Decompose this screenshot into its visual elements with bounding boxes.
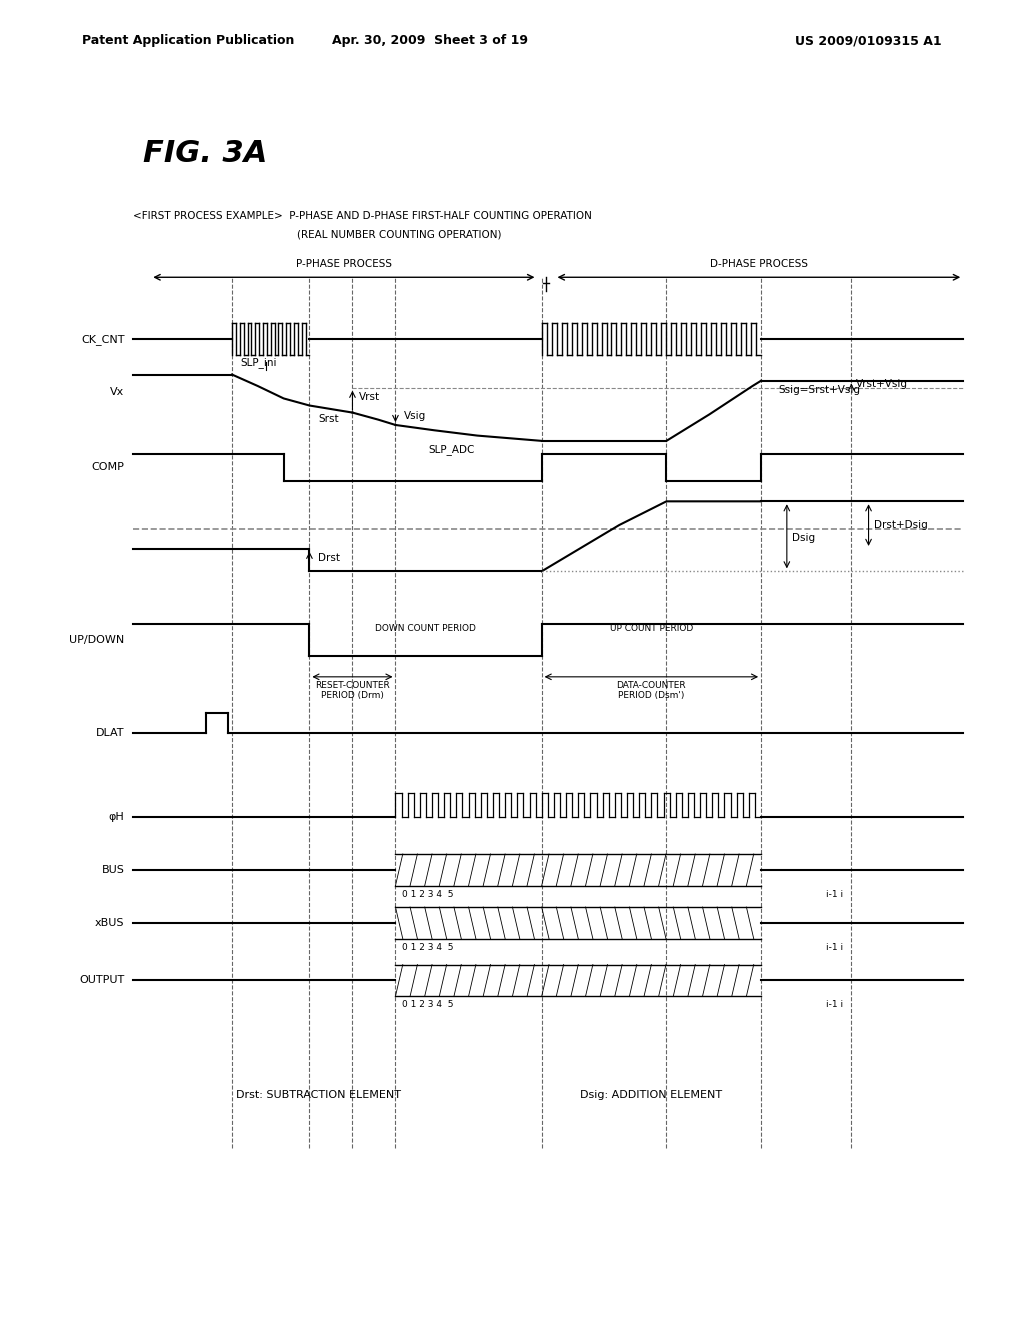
Text: Ssig=Srst+Vsig: Ssig=Srst+Vsig bbox=[778, 385, 860, 395]
Text: i-1 i: i-1 i bbox=[825, 1001, 843, 1010]
Text: OUTPUT: OUTPUT bbox=[79, 975, 125, 985]
Text: DOWN COUNT PERIOD: DOWN COUNT PERIOD bbox=[375, 624, 476, 634]
Text: US 2009/0109315 A1: US 2009/0109315 A1 bbox=[796, 34, 942, 48]
Text: Vx: Vx bbox=[111, 387, 125, 397]
Text: i-1 i: i-1 i bbox=[825, 890, 843, 899]
Text: Dsig: Dsig bbox=[792, 533, 815, 544]
Text: φH: φH bbox=[109, 812, 125, 822]
Text: DATA-COUNTER
PERIOD (Dsm'): DATA-COUNTER PERIOD (Dsm') bbox=[616, 681, 686, 700]
Text: Drst: Drst bbox=[318, 553, 340, 564]
Text: BUS: BUS bbox=[101, 865, 125, 875]
Text: RESET-COUNTER
PERIOD (Drm): RESET-COUNTER PERIOD (Drm) bbox=[315, 681, 390, 700]
Text: Drst+Dsig: Drst+Dsig bbox=[873, 520, 928, 531]
Text: 0 1 2 3 4  5: 0 1 2 3 4 5 bbox=[402, 890, 454, 899]
Text: FIG. 3A: FIG. 3A bbox=[143, 139, 267, 168]
Text: SLP_ini: SLP_ini bbox=[241, 356, 278, 368]
Text: Vsig: Vsig bbox=[404, 411, 426, 421]
Text: UP COUNT PERIOD: UP COUNT PERIOD bbox=[609, 624, 693, 634]
Text: Vrst: Vrst bbox=[358, 392, 380, 401]
Text: COMP: COMP bbox=[91, 462, 125, 473]
Text: P-PHASE PROCESS: P-PHASE PROCESS bbox=[296, 259, 392, 269]
Text: SLP_ADC: SLP_ADC bbox=[428, 445, 474, 455]
Text: 0 1 2 3 4  5: 0 1 2 3 4 5 bbox=[402, 1001, 454, 1010]
Text: i-1 i: i-1 i bbox=[825, 942, 843, 952]
Text: xBUS: xBUS bbox=[95, 917, 125, 928]
Text: Vrst+Vsig: Vrst+Vsig bbox=[856, 379, 907, 389]
Text: Drst: SUBTRACTION ELEMENT: Drst: SUBTRACTION ELEMENT bbox=[237, 1090, 401, 1101]
Text: 0 1 2 3 4  5: 0 1 2 3 4 5 bbox=[402, 942, 454, 952]
Text: D-PHASE PROCESS: D-PHASE PROCESS bbox=[710, 259, 808, 269]
Text: CK_CNT: CK_CNT bbox=[81, 334, 125, 345]
Text: (REAL NUMBER COUNTING OPERATION): (REAL NUMBER COUNTING OPERATION) bbox=[297, 230, 502, 240]
Text: DLAT: DLAT bbox=[96, 727, 125, 738]
Text: Srst: Srst bbox=[318, 414, 339, 424]
Text: Apr. 30, 2009  Sheet 3 of 19: Apr. 30, 2009 Sheet 3 of 19 bbox=[332, 34, 528, 48]
Text: UP/DOWN: UP/DOWN bbox=[70, 635, 125, 645]
Text: Patent Application Publication: Patent Application Publication bbox=[82, 34, 294, 48]
Text: Dsig: ADDITION ELEMENT: Dsig: ADDITION ELEMENT bbox=[581, 1090, 723, 1101]
Text: <FIRST PROCESS EXAMPLE>  P-PHASE AND D-PHASE FIRST-HALF COUNTING OPERATION: <FIRST PROCESS EXAMPLE> P-PHASE AND D-PH… bbox=[133, 211, 592, 222]
